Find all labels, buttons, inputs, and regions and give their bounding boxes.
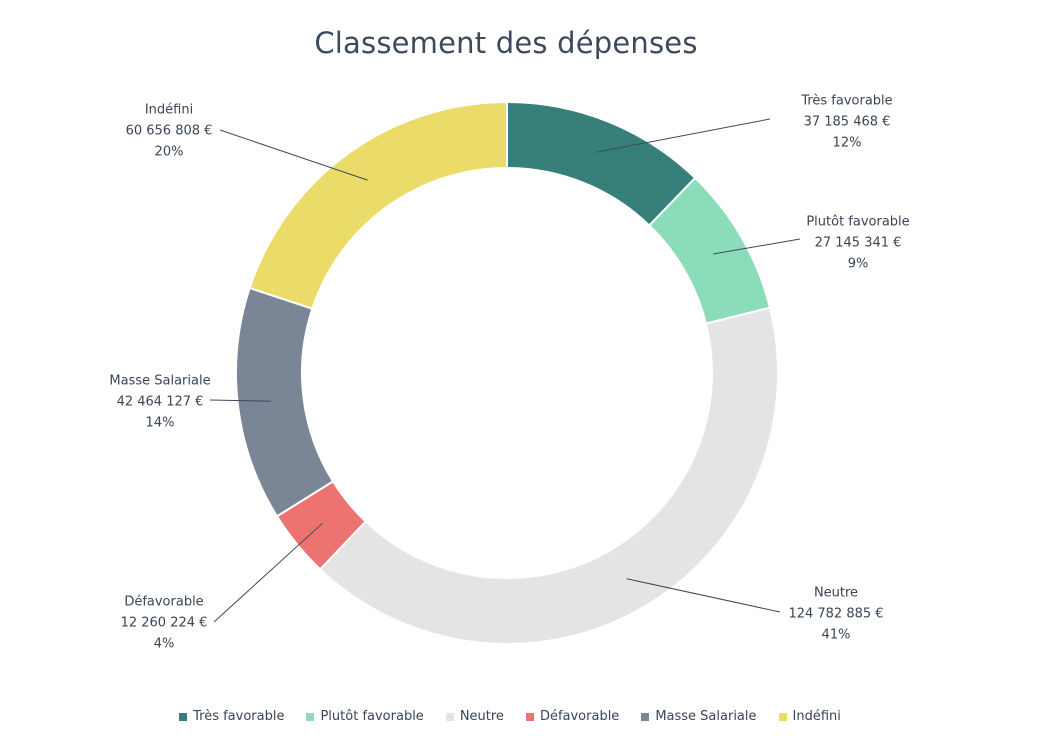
- value-label-indefini: 60 656 808 €: [126, 124, 213, 139]
- legend-swatch: [445, 712, 454, 721]
- percent-label-indefini: 20%: [155, 145, 184, 160]
- percent-label-plutot-favorable: 9%: [848, 257, 869, 272]
- legend-label: Masse Salariale: [655, 709, 757, 724]
- leader-line-indefini: [219, 129, 368, 181]
- legend-item-masse-salariale: Masse Salariale: [641, 709, 757, 724]
- legend-swatch: [778, 712, 787, 721]
- legend-swatch: [525, 712, 534, 721]
- value-label-masse-salariale: 42 464 127 €: [117, 395, 204, 410]
- category-label-indefini: Indéfini: [145, 103, 193, 118]
- category-label-tres-favorable: Très favorable: [800, 94, 892, 109]
- value-label-defavorable: 12 260 224 €: [121, 616, 208, 631]
- leader-line-tres-favorable: [595, 118, 771, 153]
- legend-item-tres-favorable: Très favorable: [179, 709, 284, 724]
- chart-title: Classement des dépenses: [314, 26, 698, 60]
- leader-line-masse-salariale: [209, 399, 271, 402]
- legend-item-defavorable: Défavorable: [525, 709, 620, 724]
- percent-label-defavorable: 4%: [154, 637, 175, 652]
- legend-label: Plutôt favorable: [320, 709, 424, 724]
- category-label-masse-salariale: Masse Salariale: [109, 374, 210, 389]
- category-label-plutot-favorable: Plutôt favorable: [806, 215, 909, 230]
- legend-swatch: [179, 712, 188, 721]
- percent-label-masse-salariale: 14%: [146, 416, 175, 431]
- legend-label: Neutre: [459, 709, 504, 724]
- percent-label-tres-favorable: 12%: [833, 136, 862, 151]
- leader-line-neutre: [626, 578, 781, 613]
- legend-item-neutre: Neutre: [445, 709, 504, 724]
- legend-item-plutot-favorable: Plutôt favorable: [306, 709, 424, 724]
- value-label-tres-favorable: 37 185 468 €: [804, 115, 891, 130]
- legend-label: Très favorable: [193, 709, 285, 724]
- donut-slice-masse-salariale: [235, 286, 335, 518]
- donut-slice-indefini: [248, 100, 508, 310]
- donut-slice-neutre: [318, 306, 779, 645]
- category-label-neutre: Neutre: [814, 586, 858, 601]
- legend-swatch: [641, 712, 650, 721]
- legend-label: Défavorable: [539, 709, 620, 724]
- category-label-defavorable: Défavorable: [124, 595, 203, 610]
- value-label-neutre: 124 782 885 €: [788, 607, 883, 622]
- legend-label: Indéfini: [792, 709, 841, 724]
- leader-line-defavorable: [213, 522, 323, 623]
- legend-swatch: [306, 712, 315, 721]
- legend: Très favorable Plutôt favorable Neutre Défa…: [0, 709, 1020, 724]
- legend-item-indefini: Indéfini: [778, 709, 841, 724]
- percent-label-neutre: 41%: [822, 628, 851, 643]
- leader-line-plutot-favorable: [713, 238, 801, 255]
- value-label-plutot-favorable: 27 145 341 €: [815, 236, 902, 251]
